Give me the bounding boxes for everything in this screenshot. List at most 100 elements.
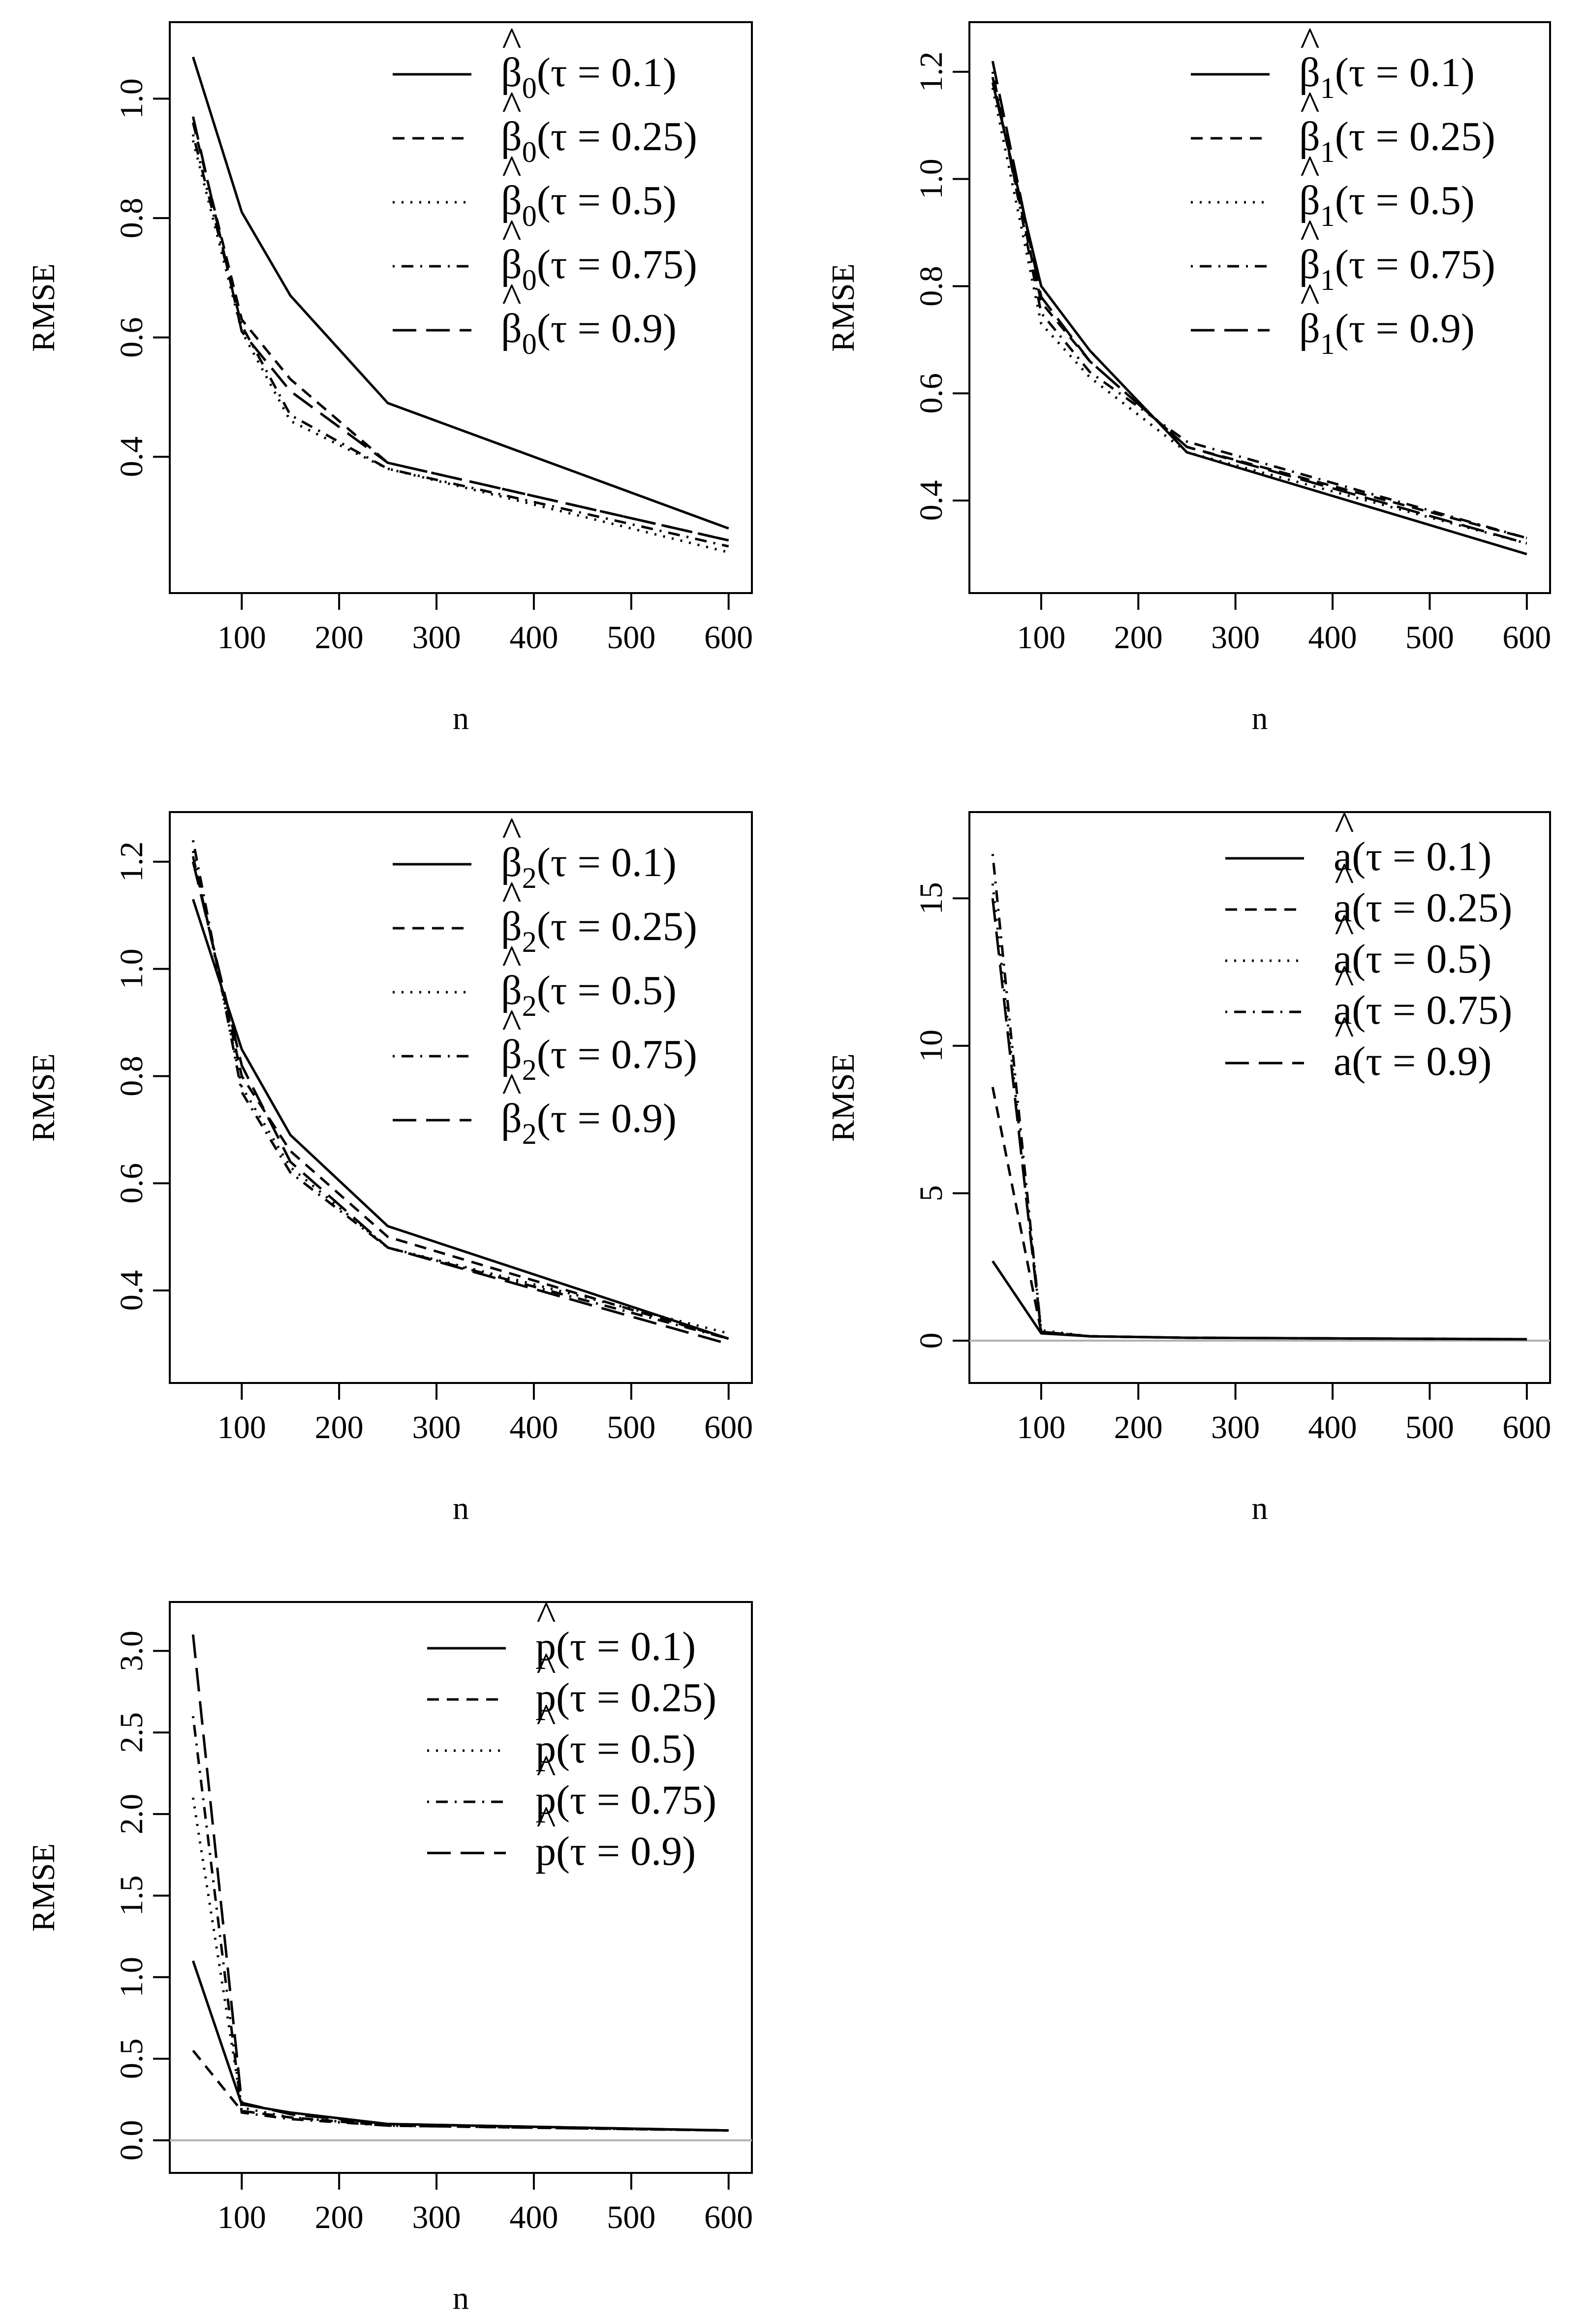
y-tick-label: 5 xyxy=(913,1185,949,1201)
y-tick-label: 15 xyxy=(913,882,949,914)
estimator-symbol: a xyxy=(1334,834,1352,879)
estimator-symbol: β xyxy=(501,904,522,949)
paren-close: ) xyxy=(703,1675,716,1721)
tau-equation: τ = 0.1 xyxy=(551,50,663,95)
legend-entry-tau-0_1: β2(τ = 0.1) xyxy=(501,840,677,894)
tau-equation: τ = 0.1 xyxy=(1366,834,1478,879)
estimator-hat: ^ xyxy=(536,1593,556,1639)
estimator-symbol: β xyxy=(1299,306,1320,351)
estimator-symbol: β xyxy=(501,114,522,159)
legend-entry-tau-0_75: a(τ = 0.75) xyxy=(1334,987,1512,1033)
paren-open: ( xyxy=(1335,50,1349,95)
y-tick-label: 0.8 xyxy=(114,1056,150,1097)
paren-close: ) xyxy=(1498,987,1512,1033)
x-tick-label: 500 xyxy=(607,1410,655,1445)
estimator-hat: ^ xyxy=(536,1747,556,1792)
tau-equation: τ = 0.9 xyxy=(1366,1038,1478,1084)
y-tick-label: 0.4 xyxy=(913,480,949,521)
y-tick-label: 2.0 xyxy=(114,1794,150,1835)
estimator-subscript: 2 xyxy=(522,1054,537,1086)
tau-equation: τ = 0.9 xyxy=(551,306,663,351)
legend-entry-tau-0_1: a(τ = 0.1) xyxy=(1334,834,1492,879)
paren-close: ) xyxy=(1482,242,1495,287)
tau-equation: τ = 0.1 xyxy=(551,840,663,885)
paren-close: ) xyxy=(682,1624,696,1669)
series-line-tau-0_25 xyxy=(191,122,729,542)
x-tick-label: 300 xyxy=(412,620,461,656)
legend-entry-tau-0_5: a(τ = 0.5) xyxy=(1334,936,1492,982)
paren-close: ) xyxy=(682,1828,696,1874)
plot-frame xyxy=(968,811,1551,1384)
legend-entry-tau-0_75: p(τ = 0.75) xyxy=(535,1777,716,1823)
estimator-subscript: 2 xyxy=(522,862,537,894)
estimator-symbol: β xyxy=(501,840,522,885)
x-axis-label: n xyxy=(453,1490,469,1526)
x-tick-label: 200 xyxy=(1114,1410,1163,1445)
x-tick-label: 100 xyxy=(1017,620,1065,656)
x-tick-label: 200 xyxy=(315,1410,364,1445)
paren-open: ( xyxy=(537,968,551,1013)
estimator-symbol: β xyxy=(1299,114,1320,159)
y-tick-label: 0.6 xyxy=(114,317,150,358)
series-line-tau-0_9 xyxy=(191,1634,729,2132)
paren-open: ( xyxy=(537,114,551,159)
y-tick-label: 1.0 xyxy=(114,948,150,989)
estimator-subscript: 1 xyxy=(1320,136,1335,168)
x-tick-label: 600 xyxy=(704,1410,753,1445)
paren-close: ) xyxy=(682,1726,696,1772)
paren-close: ) xyxy=(663,968,677,1013)
tau-equation: τ = 0.5 xyxy=(570,1726,682,1772)
estimator-subscript: 2 xyxy=(522,926,537,958)
y-tick-label: 1.0 xyxy=(114,1957,150,1998)
legend-entry-tau-0_9: p(τ = 0.9) xyxy=(535,1828,696,1874)
series-line-tau-0_1 xyxy=(191,1960,729,2132)
x-tick-label: 200 xyxy=(315,2199,364,2235)
paren-close: ) xyxy=(684,114,697,159)
tau-equation: τ = 0.5 xyxy=(1366,936,1478,982)
paren-open: ( xyxy=(1335,306,1349,351)
tau-equation: τ = 0.5 xyxy=(551,968,663,1013)
tau-equation: τ = 0.75 xyxy=(551,242,684,287)
legend-entry-tau-0_25: p(τ = 0.25) xyxy=(535,1675,716,1721)
estimator-symbol: a xyxy=(1334,1038,1352,1084)
estimator-hat: ^ xyxy=(1335,854,1354,900)
y-tick-label: 1.0 xyxy=(913,158,949,199)
estimator-subscript: 2 xyxy=(522,1118,537,1150)
series-line-tau-0_25 xyxy=(192,2049,729,2132)
series-line-tau-0_75 xyxy=(991,71,1527,539)
x-tick-label: 400 xyxy=(509,2199,558,2235)
estimator-hat: ^ xyxy=(1300,19,1319,65)
estimator-subscript: 2 xyxy=(522,990,537,1022)
paren-close: ) xyxy=(1461,178,1475,223)
legend-entry-tau-0_5: p(τ = 0.5) xyxy=(535,1726,696,1772)
legend-entry-tau-0_9: β0(τ = 0.9) xyxy=(501,306,677,360)
x-tick-label: 500 xyxy=(607,2199,655,2235)
tau-equation: τ = 0.25 xyxy=(570,1675,703,1721)
paren-close: ) xyxy=(684,1032,697,1077)
paren-open: ( xyxy=(1335,242,1349,287)
y-tick-label: 0.4 xyxy=(114,1270,150,1311)
x-tick-label: 200 xyxy=(1114,620,1163,656)
x-tick-label: 500 xyxy=(1405,620,1454,656)
estimator-subscript: 0 xyxy=(522,72,537,104)
series-line-tau-0_5 xyxy=(191,850,729,1335)
y-tick-label: 0.6 xyxy=(913,373,949,414)
panel-p: 100 200 300 400 500 600 0.0 0.5 1.0 1.5 2.0 2.5 3.0 n… xyxy=(26,1593,753,2316)
paren-close: ) xyxy=(663,840,677,885)
estimator-symbol: p xyxy=(535,1726,556,1772)
y-tick-label: 0.4 xyxy=(114,437,150,477)
x-tick-label: 300 xyxy=(412,2199,461,2235)
estimator-subscript: 0 xyxy=(522,328,537,360)
series-line-tau-0_5 xyxy=(991,87,1527,545)
paren-open: ( xyxy=(556,1828,570,1874)
estimator-symbol: β xyxy=(501,242,522,287)
estimator-subscript: 0 xyxy=(522,136,537,168)
paren-close: ) xyxy=(684,904,697,949)
legend-entry-tau-0_25: β2(τ = 0.25) xyxy=(501,904,697,958)
tau-equation: τ = 0.5 xyxy=(1349,178,1461,223)
paren-close: ) xyxy=(1482,114,1495,159)
estimator-hat: ^ xyxy=(502,809,521,855)
paren-close: ) xyxy=(1478,936,1492,982)
tau-equation: τ = 0.5 xyxy=(551,178,663,223)
x-tick-label: 600 xyxy=(704,2199,753,2235)
